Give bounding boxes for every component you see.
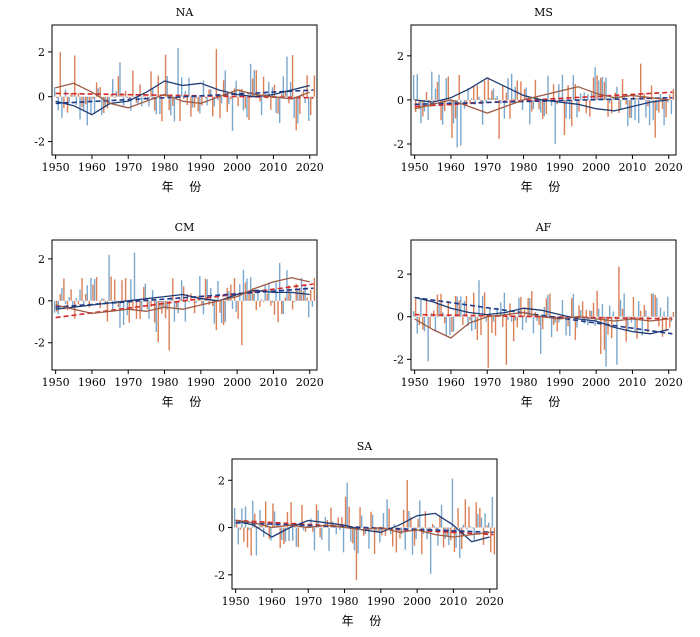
smoothed-line	[414, 296, 669, 335]
y-tick-label: 2	[38, 46, 45, 59]
x-tick-label: 2020	[476, 595, 504, 608]
x-tick-label: 1970	[294, 595, 322, 608]
smoothed-line	[414, 311, 669, 339]
panel-sa: -2 0 2 1950 1960 1970 1980 1990 2000 2010 2020 SA 年 …	[214, 440, 503, 628]
panel-na: -2 0 2 1950 1960 1970 1980 1990 2000 2010 2020 NA 年 …	[34, 6, 323, 194]
trend-line	[55, 89, 314, 105]
panel-title: AF	[535, 221, 552, 234]
x-tick-label: 1950	[42, 376, 70, 389]
x-tick-label: 2010	[439, 595, 467, 608]
x-tick-label: 1970	[114, 161, 142, 174]
x-tick-label: 1950	[42, 161, 70, 174]
smoothed-line	[55, 289, 310, 310]
trend-line	[414, 296, 673, 335]
y-tick-label: 2	[38, 253, 45, 266]
x-tick-label: 1950	[222, 595, 250, 608]
y-tick-label: 2	[397, 268, 404, 281]
x-axis-label: 年 份	[342, 614, 388, 628]
x-axis-label: 年 份	[162, 180, 208, 194]
x-tick-label: 2020	[296, 161, 324, 174]
x-tick-label: 1970	[473, 376, 501, 389]
panel-af: -2 0 2 1950 1960 1970 1980 1990 2000 2010 2020 AF 年 …	[393, 221, 682, 409]
plot-area	[411, 25, 676, 155]
plot-frame	[410, 24, 677, 156]
x-tick-label: 1960	[437, 161, 465, 174]
smoothed-line	[235, 519, 490, 538]
panel-title: SA	[357, 440, 374, 453]
panel-title: MS	[534, 6, 553, 19]
x-tick-label: 2000	[582, 161, 610, 174]
x-tick-label: 1990	[367, 595, 395, 608]
x-tick-label: 2020	[655, 161, 683, 174]
panel-title: NA	[176, 6, 195, 19]
y-tick-label: -2	[393, 353, 404, 366]
y-tick-label: 0	[38, 295, 45, 308]
x-tick-label: 1980	[151, 161, 179, 174]
y-tick-label: -2	[393, 138, 404, 151]
smoothed-line	[55, 82, 310, 109]
x-tick-label: 1990	[187, 161, 215, 174]
plot-frame	[410, 239, 677, 371]
x-tick-label: 2000	[403, 595, 431, 608]
panel-title: CM	[175, 221, 195, 234]
y-tick-label: -2	[34, 337, 45, 350]
x-tick-label: 2010	[259, 376, 287, 389]
x-tick-label: 1980	[151, 376, 179, 389]
plot-frame	[231, 458, 498, 590]
smoothed-line	[414, 86, 669, 114]
x-tick-label: 2010	[618, 161, 646, 174]
x-tick-label: 1950	[401, 161, 429, 174]
x-tick-label: 1960	[78, 376, 106, 389]
trend-line	[414, 96, 673, 106]
x-tick-label: 1990	[187, 376, 215, 389]
x-tick-label: 2020	[296, 376, 324, 389]
x-tick-label: 1980	[331, 595, 359, 608]
plot-frame	[51, 24, 318, 156]
trend-line	[414, 91, 673, 108]
x-tick-label: 1990	[546, 376, 574, 389]
smoothed-line	[55, 277, 310, 315]
y-tick-label: 0	[397, 94, 404, 107]
x-tick-label: 1960	[258, 595, 286, 608]
x-tick-label: 1970	[473, 161, 501, 174]
plot-area	[411, 240, 676, 370]
y-tick-label: 0	[397, 311, 404, 324]
x-tick-label: 2020	[655, 376, 683, 389]
x-tick-label: 2000	[582, 376, 610, 389]
trend-line	[55, 92, 314, 99]
x-tick-label: 2000	[223, 161, 251, 174]
x-tick-label: 1950	[401, 376, 429, 389]
x-tick-label: 1970	[114, 376, 142, 389]
x-tick-label: 1960	[78, 161, 106, 174]
plot-frame	[51, 239, 318, 371]
x-axis-label: 年 份	[521, 395, 567, 409]
x-tick-label: 1980	[510, 376, 538, 389]
x-axis-label: 年 份	[162, 395, 208, 409]
x-tick-label: 1990	[546, 161, 574, 174]
x-tick-label: 1980	[510, 161, 538, 174]
panel-ms: -2 0 2 1950 1960 1970 1980 1990 2000 2010 2020 MS 年 …	[393, 6, 682, 194]
y-tick-label: 2	[397, 50, 404, 63]
panel-cm: -2 0 2 1950 1960 1970 1980 1990 2000 2010 2020 CM 年 …	[34, 221, 323, 409]
trend-line	[235, 522, 494, 534]
plot-area	[52, 25, 317, 155]
x-tick-label: 1960	[437, 376, 465, 389]
x-tick-label: 2000	[223, 376, 251, 389]
x-axis-label: 年 份	[521, 180, 567, 194]
y-tick-label: -2	[214, 569, 225, 582]
y-tick-label: -2	[34, 136, 45, 149]
y-tick-label: 2	[218, 474, 225, 487]
smoothed-line	[414, 77, 669, 112]
x-tick-label: 2010	[259, 161, 287, 174]
x-tick-label: 2010	[618, 376, 646, 389]
y-tick-label: 0	[218, 522, 225, 535]
y-tick-label: 0	[38, 91, 45, 104]
smoothed-line	[55, 80, 310, 116]
